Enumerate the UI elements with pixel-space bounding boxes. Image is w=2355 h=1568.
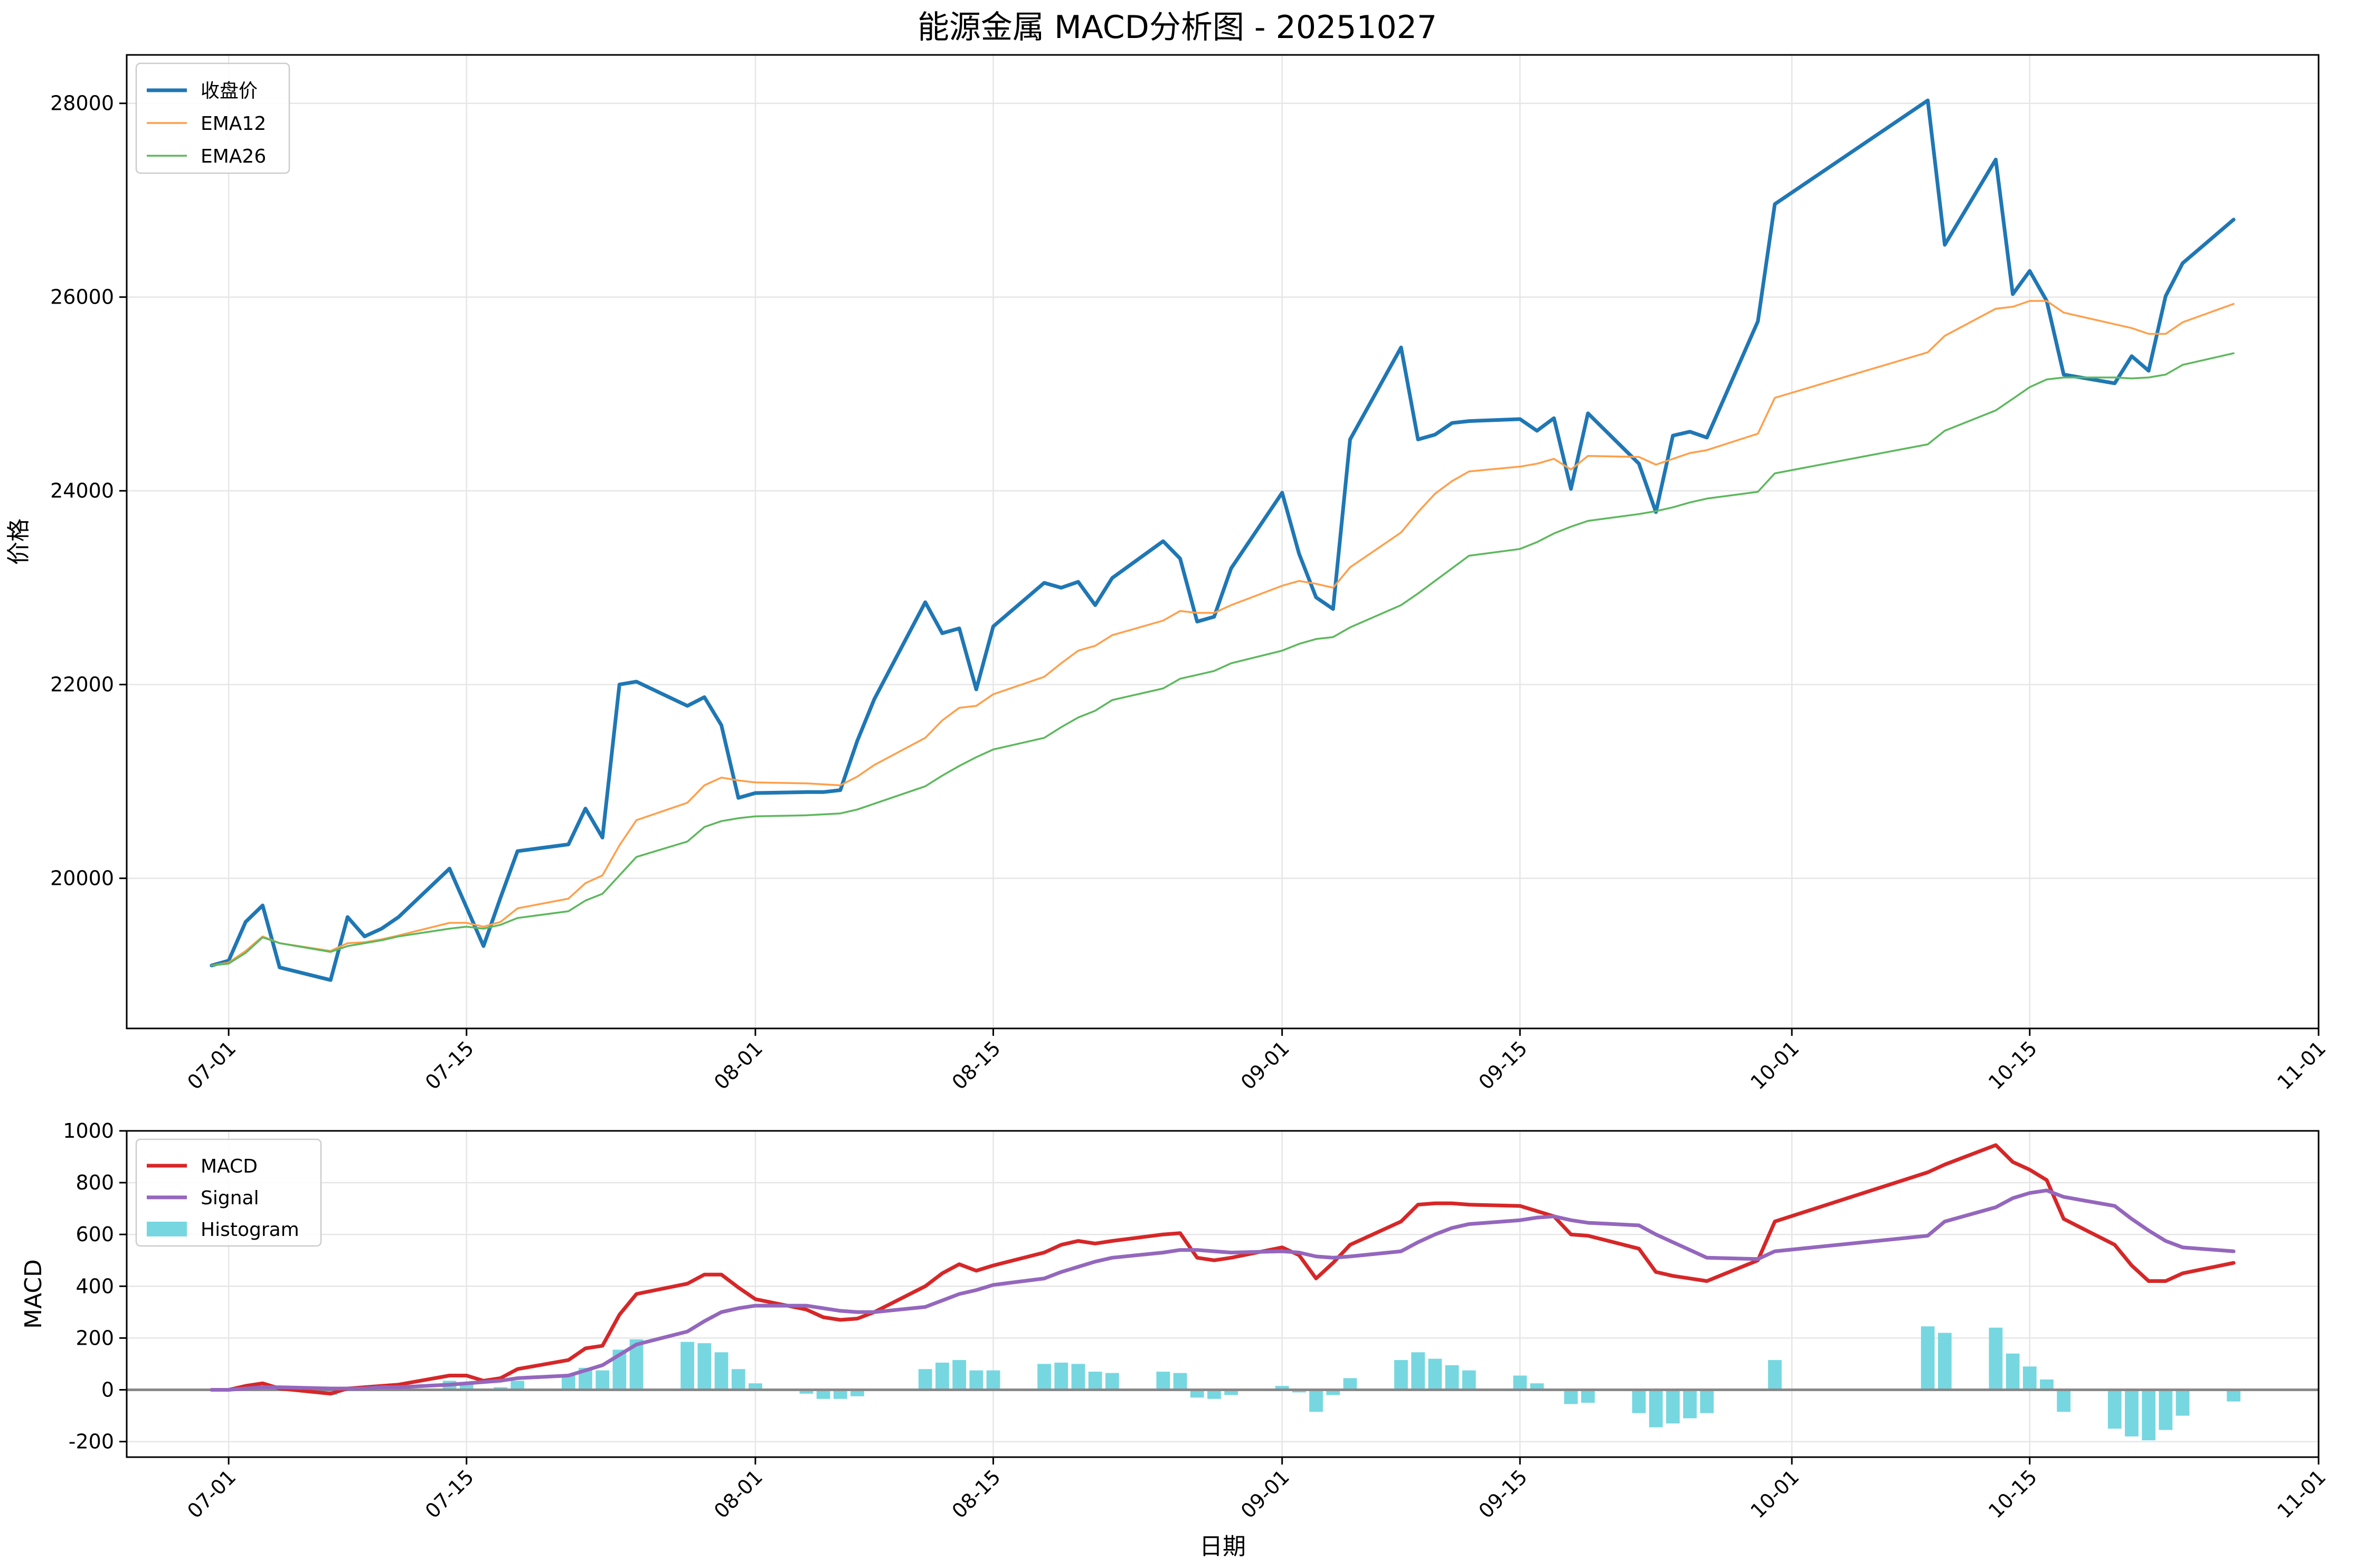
plot-frame <box>126 1130 2320 1458</box>
histogram-bar <box>1530 1383 1544 1390</box>
y-tick-label: 800 <box>75 1171 114 1194</box>
plot-area <box>210 98 2236 982</box>
histogram-bar <box>1275 1386 1289 1390</box>
histogram-bar <box>1683 1390 1697 1419</box>
histogram-bar <box>2159 1390 2173 1430</box>
y-tick-label: 0 <box>101 1378 114 1401</box>
plot-area <box>127 1143 2319 1441</box>
histogram-bar <box>2006 1353 2020 1390</box>
series-line <box>210 1143 2236 1396</box>
histogram-bar <box>969 1370 983 1390</box>
y-axis-label: MACD <box>20 1259 47 1329</box>
histogram-bar <box>952 1360 966 1390</box>
histogram-bar <box>1649 1390 1663 1428</box>
histogram-bar <box>1309 1390 1323 1412</box>
grid <box>127 1130 2320 1457</box>
histogram-bar <box>1105 1373 1119 1390</box>
histogram-bar <box>2107 1390 2122 1429</box>
legend: MACD Signal Histogram <box>135 1138 322 1247</box>
y-tick-label: 26000 <box>50 286 114 309</box>
legend-label: Histogram <box>201 1219 299 1241</box>
histogram-bar <box>1666 1390 1680 1424</box>
histogram-bar <box>918 1369 932 1390</box>
histogram-bar <box>1326 1390 1340 1395</box>
y-tick-label: 600 <box>75 1223 114 1246</box>
histogram-bar <box>1190 1390 1204 1398</box>
histogram-bar <box>1394 1360 1408 1390</box>
histogram-bar <box>816 1390 830 1399</box>
series-line <box>211 352 2235 967</box>
histogram-bar <box>2142 1390 2156 1441</box>
histogram-bar <box>2040 1379 2054 1390</box>
histogram-bar <box>1224 1390 1238 1395</box>
y-tick-label: 20000 <box>50 867 114 890</box>
histogram-bar <box>731 1369 745 1390</box>
histogram-bar <box>1445 1365 1459 1390</box>
y-axis-label: 价格 <box>5 518 32 565</box>
legend-swatch <box>147 1222 187 1236</box>
histogram-bar <box>799 1390 814 1394</box>
histogram-bar <box>1173 1373 1187 1390</box>
histogram-bar <box>1581 1390 1595 1403</box>
histogram-bar <box>833 1390 847 1399</box>
histogram-bar <box>2227 1390 2240 1402</box>
histogram-bar <box>1564 1390 1578 1404</box>
y-tick-label: 200 <box>75 1326 114 1349</box>
histogram-bar <box>697 1343 712 1390</box>
histogram-bar <box>1037 1364 1051 1390</box>
legend-label: EMA12 <box>201 113 266 135</box>
histogram-bar <box>714 1352 729 1390</box>
histogram-bar <box>1938 1333 1952 1390</box>
histogram-bar <box>1921 1326 1935 1390</box>
chart-title: 能源金属 MACD分析图 - 20251027 <box>918 9 1437 46</box>
histogram-bar <box>1411 1352 1425 1390</box>
y-tick-label: 400 <box>75 1274 114 1298</box>
histogram-bar <box>680 1342 695 1390</box>
histogram-bar <box>1156 1372 1170 1390</box>
histogram-bar <box>1768 1360 1782 1390</box>
legend-label: EMA26 <box>201 146 266 167</box>
histogram-bar <box>1632 1390 1646 1413</box>
histogram-bar <box>935 1362 949 1390</box>
legend-label: MACD <box>201 1156 258 1177</box>
grid <box>127 55 2320 1028</box>
histogram-bar <box>2057 1390 2071 1412</box>
legend-label: Signal <box>201 1187 259 1209</box>
histogram-bar <box>1428 1358 1442 1390</box>
y-tick-label: 24000 <box>50 479 114 503</box>
histogram-bar <box>1513 1375 1527 1390</box>
y-tick-label: 22000 <box>50 673 114 696</box>
series-line <box>211 300 2235 967</box>
histogram-bar <box>2125 1390 2139 1437</box>
histogram-bar <box>1989 1327 2003 1390</box>
histogram-bar <box>1343 1378 1357 1390</box>
histogram-bar <box>1054 1362 1068 1390</box>
histogram-bar <box>1071 1364 1085 1390</box>
series-line <box>210 98 2236 982</box>
legend-label: 收盘价 <box>201 80 258 102</box>
histogram-bar <box>1207 1390 1221 1399</box>
histogram-bar <box>595 1370 610 1390</box>
histogram-bar <box>1088 1372 1102 1390</box>
histogram-bar <box>2176 1390 2190 1416</box>
series-line <box>210 1188 2236 1392</box>
histogram-bar <box>510 1381 525 1390</box>
y-tick-label: -200 <box>69 1430 114 1453</box>
histogram-bar <box>850 1390 864 1396</box>
y-tick-label: 1000 <box>63 1119 114 1142</box>
x-axis-label: 日期 <box>1199 1533 1246 1560</box>
histogram-bar <box>1462 1370 1476 1390</box>
y-tick-label: 28000 <box>50 92 114 115</box>
legend: 收盘价 EMA12 EMA26 <box>135 62 290 174</box>
plot-frame <box>126 54 2320 1029</box>
histogram-bar <box>749 1383 762 1390</box>
histogram-bar <box>2022 1366 2037 1390</box>
histogram-bar <box>986 1370 1000 1390</box>
histogram-bar <box>1700 1390 1714 1413</box>
